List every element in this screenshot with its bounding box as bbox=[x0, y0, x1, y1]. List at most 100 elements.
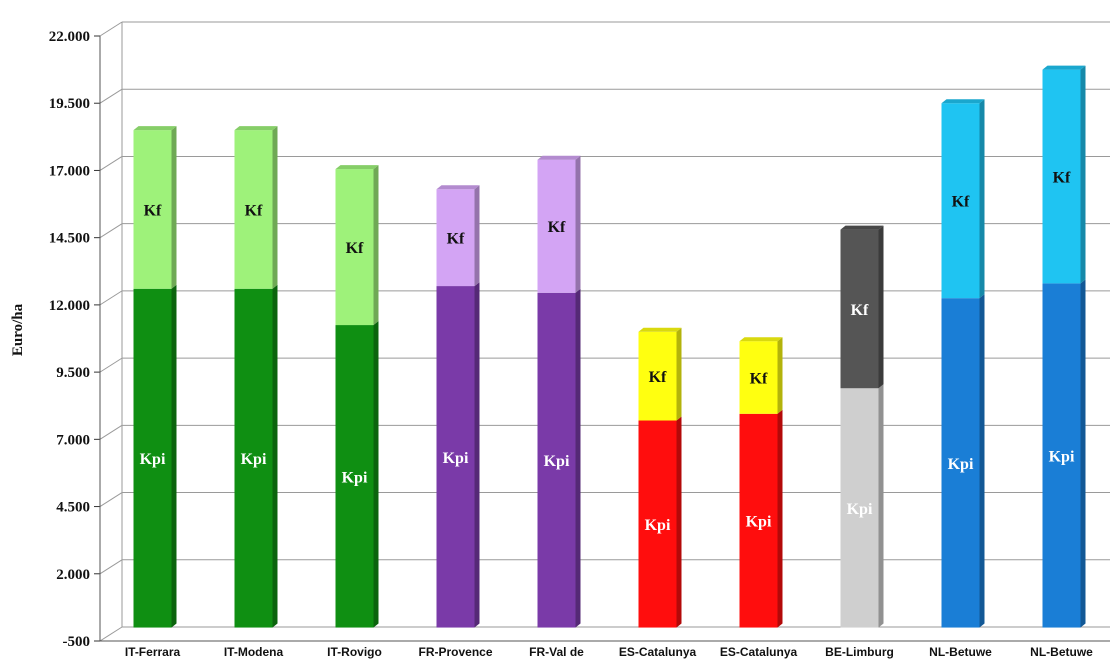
y-tick-label: 9.500 bbox=[56, 365, 90, 381]
x-tick-label: IT-Rovigo bbox=[327, 645, 382, 659]
bar-side-kf bbox=[373, 165, 379, 326]
y-tick-labels: -500 2.000 4.500 7.000 9.500 12.000 14.500 17.0… bbox=[49, 29, 90, 650]
bar-side-kf bbox=[474, 185, 480, 287]
bar-segment-kpi bbox=[537, 292, 576, 628]
y-tick-label: 19.500 bbox=[49, 96, 90, 112]
bar-top bbox=[739, 337, 783, 342]
x-tick-label: IT-Ferrara bbox=[125, 645, 181, 659]
bar-side-kpi bbox=[171, 284, 177, 628]
y-tick-label: 14.500 bbox=[49, 231, 90, 247]
y-tick-label: 4.500 bbox=[56, 500, 90, 516]
x-tick-label: BE-Limburg bbox=[825, 645, 894, 659]
gridline-depth bbox=[99, 559, 123, 575]
bars: Kpi Kf Kpi Kf Kpi Kf Kpi Kf Kpi Kf Kpi Kf Kpi Kf Kpi Kf… bbox=[133, 65, 1086, 628]
bar-top bbox=[234, 126, 278, 131]
bar-segment-kf bbox=[638, 331, 677, 421]
bar-label-kpi: Kpi bbox=[443, 450, 469, 467]
x-tick-label: (Lleida) bbox=[636, 661, 679, 663]
y-tick-label: 22.000 bbox=[49, 29, 90, 45]
y-tick-label: 12.000 bbox=[49, 298, 90, 314]
gridline-depth bbox=[99, 21, 123, 37]
gridline-depth bbox=[99, 492, 123, 507]
bar-side-kpi bbox=[474, 282, 480, 628]
bar-side-kpi bbox=[272, 284, 278, 628]
bar-label-kf: Kf bbox=[851, 302, 869, 319]
bar-segment-kf bbox=[537, 159, 576, 293]
bar-top bbox=[436, 185, 480, 190]
bar-segment-kf bbox=[739, 341, 778, 414]
bar-side-kf bbox=[878, 225, 884, 389]
gridline-depth bbox=[99, 290, 123, 306]
bar-segment-kpi bbox=[638, 420, 677, 628]
gridline-depth bbox=[99, 223, 123, 239]
bar-side-kpi bbox=[373, 321, 379, 628]
bar-label-kpi: Kpi bbox=[1049, 448, 1075, 465]
x-tick-label: NL-Betuwe bbox=[929, 645, 992, 659]
bar-label-kpi: Kpi bbox=[948, 456, 974, 473]
gridline-depth bbox=[99, 424, 123, 440]
x-tick-label: NL-Betuwe bbox=[1030, 645, 1093, 659]
bar-label-kf: Kf bbox=[144, 202, 162, 219]
bar-top bbox=[335, 165, 379, 170]
bar-segment-kpi bbox=[436, 286, 475, 628]
bar-top bbox=[638, 327, 682, 332]
bar-side-kf bbox=[777, 337, 783, 414]
x-tick-label: FR-Val de bbox=[529, 645, 584, 659]
gridline-depth bbox=[99, 88, 123, 104]
gridline-depth bbox=[99, 626, 123, 642]
bar-side-kpi bbox=[1080, 279, 1086, 628]
bar-side-kf bbox=[979, 99, 985, 299]
bar-side-kf bbox=[1080, 65, 1086, 284]
bar-label-kf: Kf bbox=[548, 219, 566, 236]
y-tick-label: 7.000 bbox=[56, 432, 90, 448]
bar-label-kpi: Kpi bbox=[140, 451, 166, 468]
bar-label-kpi: Kpi bbox=[544, 453, 570, 470]
bar-side-kpi bbox=[878, 384, 884, 628]
bar-group: Kpi Kf bbox=[941, 99, 985, 628]
bar-top bbox=[133, 126, 177, 131]
bar-segment-kf bbox=[840, 229, 879, 389]
bar-label-kf: Kf bbox=[245, 202, 263, 219]
bar-segment-kpi bbox=[335, 325, 374, 628]
x-tick-label: ES-Catalunya bbox=[720, 645, 798, 659]
y-tick-label: 2.000 bbox=[56, 567, 90, 583]
y-tick-label: -500 bbox=[63, 634, 91, 650]
bar-label-kpi: Kpi bbox=[645, 517, 671, 534]
bar-label-kpi: Kpi bbox=[241, 451, 267, 468]
x-tick-label: FR-Provence bbox=[418, 645, 492, 659]
bar-top bbox=[840, 225, 884, 230]
bar-side-kf bbox=[272, 126, 278, 289]
bar-label-kf: Kf bbox=[447, 231, 465, 248]
bar-label-kpi: Kpi bbox=[746, 514, 772, 531]
bar-group: Kpi Kf bbox=[335, 165, 379, 628]
bar-group: Kpi Kf bbox=[739, 337, 783, 628]
bar-segment-kf bbox=[133, 130, 172, 289]
bar-label-kpi: Kpi bbox=[342, 469, 368, 486]
bar-top bbox=[941, 99, 985, 104]
bar-group: Kpi Kf bbox=[537, 155, 581, 628]
bar-label-kf: Kf bbox=[346, 240, 364, 257]
bar-group: Kpi Kf bbox=[840, 225, 884, 628]
bar-top bbox=[537, 155, 581, 160]
bar-segment-kpi bbox=[133, 288, 172, 628]
bar-side-kf bbox=[575, 155, 581, 293]
x-tick-label: (Girona) bbox=[735, 661, 782, 663]
bar-group: Kpi Kf bbox=[436, 185, 480, 628]
bar-segment-kf bbox=[335, 169, 374, 326]
bar-label-kf: Kf bbox=[1053, 169, 1071, 186]
bar-segment-kf bbox=[234, 130, 273, 289]
bar-label-kf: Kf bbox=[750, 370, 768, 387]
bar-side-kf bbox=[676, 327, 682, 421]
gridline-depth bbox=[99, 357, 123, 373]
bar-group: Kpi Kf bbox=[1042, 65, 1086, 628]
y-tick-label: 17.000 bbox=[49, 163, 90, 179]
x-tick-label: (high density) bbox=[1022, 661, 1101, 663]
y-axis-label: Euro/ha bbox=[10, 303, 26, 356]
bar-group: Kpi Kf bbox=[638, 327, 682, 628]
bar-segment-kpi bbox=[840, 388, 879, 628]
bar-segment-kpi bbox=[941, 298, 980, 628]
bar-segment-kf bbox=[941, 103, 980, 299]
x-category-labels: IT-Ferrara IT-Modena IT-Rovigo FR-Provence F… bbox=[125, 645, 1101, 663]
bar-segment-kf bbox=[1042, 69, 1081, 284]
bar-side-kpi bbox=[979, 294, 985, 628]
